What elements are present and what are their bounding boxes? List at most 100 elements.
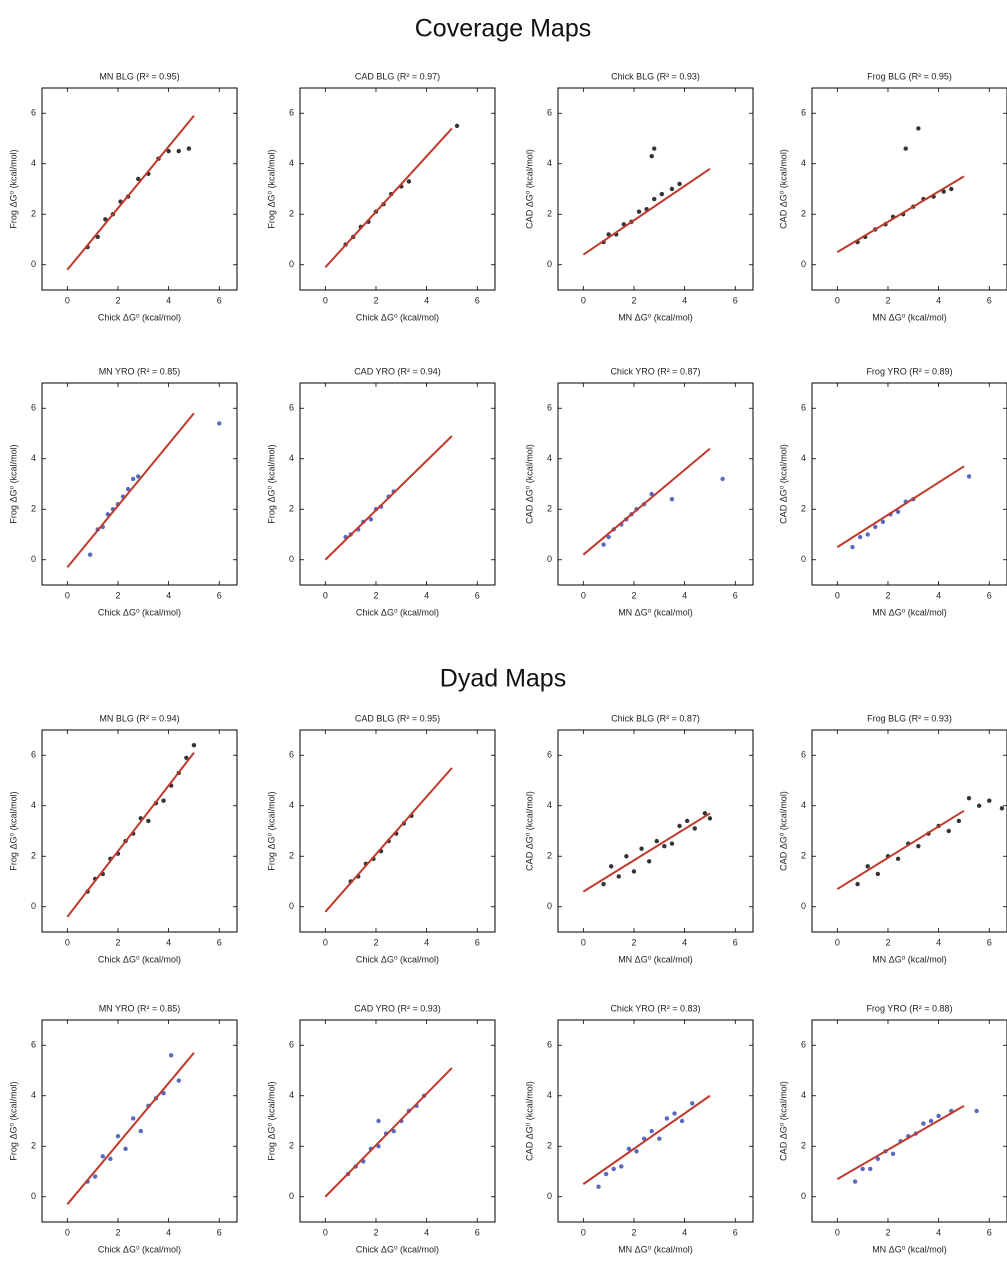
y-tick-label: 2 xyxy=(547,851,552,861)
y-tick-label: 4 xyxy=(31,800,36,810)
data-point xyxy=(166,148,171,154)
plot-title: Chick YRO (R² = 0.87) xyxy=(610,366,700,376)
x-tick-label: 4 xyxy=(682,1227,687,1237)
x-tick-label: 6 xyxy=(217,937,222,947)
subplot: Chick BLG (R² = 0.87) MN ΔG⁰ (kcal/mol) CA… xyxy=(524,713,754,964)
data-point xyxy=(601,881,606,887)
y-tick-label: 0 xyxy=(801,554,806,564)
data-point xyxy=(850,544,855,550)
y-tick-label: 6 xyxy=(547,403,552,413)
y-axis-label: Frog ΔG⁰ (kcal/mol) xyxy=(8,791,18,870)
x-axis-label: Chick ΔG⁰ (kcal/mol) xyxy=(356,607,439,617)
x-axis-label: Chick ΔG⁰ (kcal/mol) xyxy=(356,1244,439,1254)
x-tick-label: 0 xyxy=(323,295,328,305)
x-axis-label: Chick ΔG⁰ (kcal/mol) xyxy=(98,607,181,617)
y-axis-label: CAD ΔG⁰ (kcal/mol) xyxy=(778,444,788,524)
y-tick-label: 0 xyxy=(547,1191,552,1201)
fit-line xyxy=(836,809,965,890)
fit-line xyxy=(582,812,711,893)
data-point xyxy=(611,1166,616,1172)
axes-frame xyxy=(299,1019,496,1223)
data-point xyxy=(976,803,982,808)
y-tick-label: 4 xyxy=(801,1090,806,1100)
y-tick-label: 0 xyxy=(289,1191,294,1201)
y-tick-label: 6 xyxy=(31,108,36,118)
y-tick-label: 0 xyxy=(289,259,294,269)
fit-line xyxy=(324,435,453,561)
data-point xyxy=(903,146,908,151)
y-tick-label: 2 xyxy=(801,209,806,219)
y-axis-label: Frog ΔG⁰ (kcal/mol) xyxy=(266,444,276,523)
data-point xyxy=(649,153,654,159)
data-point xyxy=(406,179,412,184)
x-tick-label: 0 xyxy=(323,590,328,600)
axes-frame xyxy=(41,1019,238,1223)
x-tick-label: 0 xyxy=(65,1227,70,1237)
plot-title: CAD BLG (R² = 0.95) xyxy=(355,713,440,723)
y-tick-label: 2 xyxy=(31,851,36,861)
x-tick-label: 6 xyxy=(217,1227,222,1237)
y-tick-label: 0 xyxy=(801,901,806,911)
fit-line xyxy=(836,1104,965,1180)
x-tick-label: 0 xyxy=(835,590,840,600)
x-tick-label: 4 xyxy=(682,295,687,305)
x-axis-label: Chick ΔG⁰ (kcal/mol) xyxy=(98,312,181,322)
data-point xyxy=(974,1108,979,1114)
x-tick-label: 0 xyxy=(835,295,840,305)
x-axis-label: MN ΔG⁰ (kcal/mol) xyxy=(872,312,947,322)
subplot: Frog BLG (R² = 0.93) MN ΔG⁰ (kcal/mol) CAD… xyxy=(778,713,1007,964)
data-point xyxy=(95,234,100,240)
y-tick-label: 2 xyxy=(547,209,552,219)
y-axis-label: CAD ΔG⁰ (kcal/mol) xyxy=(778,149,788,229)
data-point xyxy=(176,148,181,154)
subplot: MN YRO (R² = 0.85) Chick ΔG⁰ (kcal/mol) Fr… xyxy=(8,1003,238,1254)
x-tick-label: 2 xyxy=(115,590,120,600)
y-tick-label: 4 xyxy=(801,453,806,463)
x-axis-label: MN ΔG⁰ (kcal/mol) xyxy=(618,1244,693,1254)
y-axis-label: Frog ΔG⁰ (kcal/mol) xyxy=(8,149,18,228)
data-point xyxy=(679,1118,685,1124)
y-tick-label: 2 xyxy=(547,1141,552,1151)
data-point xyxy=(136,176,141,182)
y-tick-label: 0 xyxy=(289,901,294,911)
data-point xyxy=(454,123,460,129)
x-tick-label: 2 xyxy=(885,937,890,947)
data-point xyxy=(860,1166,865,1172)
data-point xyxy=(601,542,606,547)
data-point xyxy=(946,828,951,834)
plot-title: Frog YRO (R² = 0.89) xyxy=(866,366,952,376)
y-axis-label: Frog ΔG⁰ (kcal/mol) xyxy=(266,791,276,870)
data-point xyxy=(852,1179,858,1184)
y-tick-label: 4 xyxy=(31,453,36,463)
axes-frame xyxy=(41,729,238,933)
data-point xyxy=(391,1128,396,1134)
y-axis-label: Frog ΔG⁰ (kcal/mol) xyxy=(8,1081,18,1160)
x-tick-label: 4 xyxy=(682,937,687,947)
data-point xyxy=(956,818,962,824)
x-tick-label: 4 xyxy=(424,1227,429,1237)
data-point xyxy=(684,818,690,824)
y-tick-label: 6 xyxy=(547,108,552,118)
x-tick-label: 4 xyxy=(166,1227,171,1237)
plot-title: Chick BLG (R² = 0.87) xyxy=(611,713,700,723)
y-tick-label: 2 xyxy=(801,504,806,514)
x-tick-label: 0 xyxy=(835,1227,840,1237)
data-point xyxy=(368,517,374,522)
x-tick-label: 0 xyxy=(835,937,840,947)
y-axis-label: CAD ΔG⁰ (kcal/mol) xyxy=(524,1081,534,1161)
data-point xyxy=(639,846,644,851)
data-point xyxy=(857,534,863,540)
data-point xyxy=(928,1118,934,1124)
y-tick-label: 0 xyxy=(801,1191,806,1201)
data-point xyxy=(669,841,675,846)
fit-line xyxy=(582,167,711,256)
y-tick-label: 4 xyxy=(547,158,552,168)
fit-line xyxy=(582,447,711,556)
data-point xyxy=(130,1116,136,1121)
y-tick-label: 6 xyxy=(547,750,552,760)
data-point xyxy=(652,196,657,202)
x-tick-label: 4 xyxy=(166,590,171,600)
x-tick-label: 0 xyxy=(581,1227,586,1237)
y-tick-label: 0 xyxy=(801,259,806,269)
